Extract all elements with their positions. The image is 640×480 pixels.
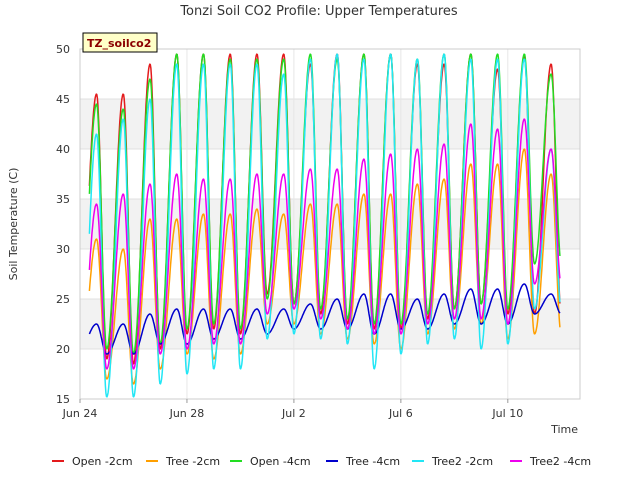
legend-open-4cm-label: Open -4cm — [250, 455, 311, 468]
legend-tree2-4cm-label: Tree2 -4cm — [529, 455, 591, 468]
legend-tree2-2cm-label: Tree2 -2cm — [431, 455, 493, 468]
y-axis: 15 20 25 30 35 40 45 50 — [56, 43, 70, 406]
station-tag-box — [82, 32, 158, 53]
legend-tree-2cm-label: Tree -2cm — [165, 455, 220, 468]
y-tick-label: 30 — [56, 243, 70, 256]
legend-open-2cm-label: Open -2cm — [72, 455, 133, 468]
x-axis-title: Time — [550, 423, 578, 436]
x-tick-label: Jul 2 — [281, 407, 306, 420]
plot-band — [80, 349, 580, 399]
y-tick-label: 15 — [56, 393, 70, 406]
legend: Open -2cm Tree -2cm Open -4cm Tree -4cm Tree… — [52, 455, 591, 468]
y-tick-label: 20 — [56, 343, 70, 356]
y-tick-label: 50 — [56, 43, 70, 56]
y-tick-label: 35 — [56, 193, 70, 206]
series-tree-4cm-line — [88, 283, 561, 355]
y-tick-label: 45 — [56, 93, 70, 106]
y-axis-title: Soil Temperature (C) — [7, 168, 20, 281]
plot-frame — [79, 48, 581, 400]
x-axis: Jun 24 Jun 28 Jul 2 Jul 6 Jul 10 — [62, 399, 523, 420]
y-tick-label: 40 — [56, 143, 70, 156]
series-tree2-4cm-line — [88, 118, 561, 370]
x-tick-label: Jun 24 — [62, 407, 98, 420]
x-tick-label: Jul 6 — [388, 407, 413, 420]
plot-band — [80, 49, 580, 99]
x-tick-label: Jul 10 — [491, 407, 523, 420]
series-open-4cm-line — [88, 53, 561, 355]
series-layer — [88, 53, 561, 398]
y-tick-label: 25 — [56, 293, 70, 306]
station-tag-label: TZ_soilco2 — [87, 37, 151, 50]
station-tag: TZ_soilco2 — [82, 32, 158, 53]
x-tick-label: Jun 28 — [169, 407, 205, 420]
chart-title: Tonzi Soil CO2 Profile: Upper Temperatur… — [179, 4, 458, 19]
legend-tree-4cm-label: Tree -4cm — [345, 455, 400, 468]
